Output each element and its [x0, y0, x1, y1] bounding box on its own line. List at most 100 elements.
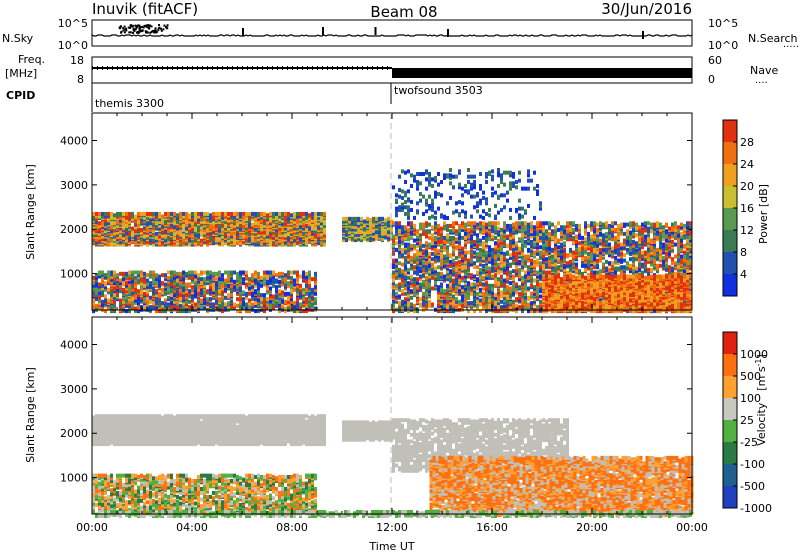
power-cell: [170, 282, 173, 286]
power-cell: [254, 289, 257, 293]
freq-tick-mark: [367, 66, 368, 70]
power-cell: [455, 229, 458, 233]
power-cell: [254, 297, 257, 301]
power-cell: [419, 252, 422, 256]
power-cell: [542, 255, 545, 259]
noise-sample: [155, 31, 157, 33]
power-cell: [134, 271, 137, 275]
power-cell: [299, 275, 302, 279]
freq-tick-mark: [172, 66, 173, 70]
power-cell: [446, 300, 449, 304]
power-cell: [224, 271, 227, 275]
freq-tick-mark: [317, 66, 318, 70]
power-cell: [287, 212, 290, 216]
power-cell: [422, 280, 425, 284]
power-cell: [476, 252, 479, 256]
power-cell: [212, 212, 215, 216]
power-cell: [314, 292, 317, 296]
power-cell: [122, 212, 125, 216]
power-cell: [407, 286, 410, 290]
noise-right-dotted: ·······: [783, 42, 800, 53]
power-cell: [446, 245, 449, 249]
power-cell: [209, 280, 212, 284]
power-cell: [296, 304, 299, 308]
power-cell: [113, 221, 116, 225]
power-cell: [488, 298, 491, 302]
freq-tick-mark: [327, 66, 328, 70]
freq-tick-mark: [307, 66, 308, 70]
power-cell: [467, 251, 470, 255]
power-cell: [293, 301, 296, 305]
power-cell: [539, 294, 542, 298]
power-cell: [401, 269, 404, 273]
freq-right-tick-bottom: 0: [708, 73, 715, 86]
power-cell: [188, 271, 191, 275]
power-cell: [476, 223, 479, 227]
power-cell: [455, 221, 458, 225]
power-cell: [242, 216, 245, 220]
power-cell: [452, 278, 455, 282]
power-cell: [521, 244, 524, 248]
power-cell: [161, 281, 164, 285]
power-cell: [404, 225, 407, 229]
power-cell: [167, 271, 170, 275]
power-cell: [263, 212, 266, 216]
power-cell: [245, 302, 248, 306]
power-cell: [143, 272, 146, 276]
power-cell: [449, 269, 452, 273]
power-cell: [491, 288, 494, 292]
power-cell: [218, 271, 221, 275]
power-cell: [242, 271, 245, 275]
power-cell: [146, 278, 149, 282]
power-cell: [443, 236, 446, 240]
power-cell: [296, 271, 299, 275]
power-cell: [176, 272, 179, 276]
power-cell: [149, 281, 152, 285]
power-cell: [308, 292, 311, 296]
power-cell: [113, 286, 116, 290]
freq-tick-mark: [287, 66, 288, 70]
power-cell: [479, 302, 482, 306]
power-cell: [203, 294, 206, 298]
power-cell: [488, 245, 491, 249]
power-cell: [122, 272, 125, 276]
power-cell: [473, 251, 476, 255]
power-cell: [443, 255, 446, 259]
power-cell: [170, 289, 173, 293]
freq-tick-mark: [202, 66, 203, 70]
power-cell: [491, 267, 494, 271]
power-cell: [266, 271, 269, 275]
power-cell: [311, 277, 314, 281]
noise-sample: [147, 24, 149, 26]
power-cell: [218, 304, 221, 308]
power-cell: [113, 213, 116, 217]
power-cell: [524, 286, 527, 290]
power-cell: [251, 212, 254, 216]
power-cell: [464, 302, 467, 306]
power-cell: [443, 304, 446, 308]
noise-sample: [162, 28, 164, 30]
power-cell: [224, 278, 227, 282]
power-cell: [107, 275, 110, 279]
power-cell: [266, 281, 269, 285]
power-cell: [500, 228, 503, 232]
power-cell: [272, 280, 275, 284]
power-cell: [224, 302, 227, 306]
power-cell: [497, 305, 500, 309]
power-cell: [464, 269, 467, 273]
power-cell: [227, 301, 230, 305]
power-cell: [269, 304, 272, 308]
cpid-segment-1: themis 3300: [95, 97, 164, 110]
power-cell: [182, 224, 185, 228]
power-cell: [146, 212, 149, 216]
noise-sample: [149, 32, 151, 34]
power-cell: [131, 212, 134, 216]
power-cell: [539, 236, 542, 240]
power-cell: [467, 228, 470, 232]
power-cell: [395, 276, 398, 280]
power-cell: [158, 292, 161, 296]
power-cell: [539, 221, 542, 225]
power-cell: [272, 212, 275, 216]
freq-tick-mark: [152, 66, 153, 70]
noise-sample: [157, 29, 159, 31]
